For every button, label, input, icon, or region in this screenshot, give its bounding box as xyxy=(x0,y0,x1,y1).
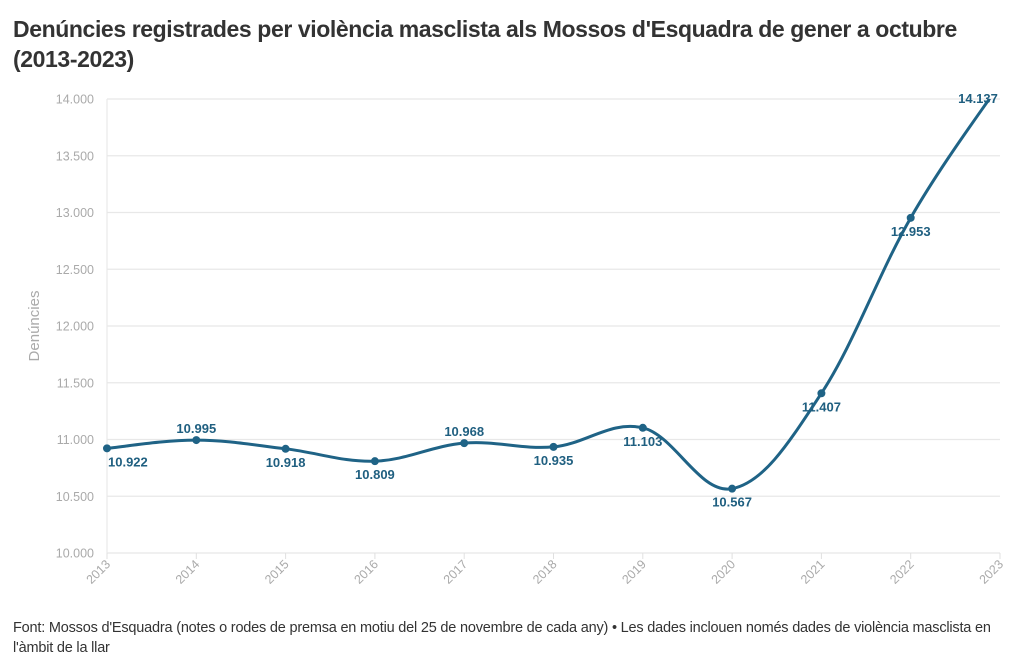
y-tick-label: 10.500 xyxy=(56,490,94,504)
data-label: 10.968 xyxy=(444,424,484,439)
data-label: 12.953 xyxy=(891,224,931,239)
data-point[interactable] xyxy=(638,423,647,432)
x-tick-label: 2018 xyxy=(530,557,560,587)
y-axis-label: Denúncies xyxy=(26,291,43,362)
x-tick-label: 2023 xyxy=(977,557,1007,587)
chart-title: Denúncies registrades per violència masc… xyxy=(13,16,957,72)
x-tick-label: 2022 xyxy=(887,557,917,587)
data-point[interactable] xyxy=(281,444,290,453)
data-label: 11.407 xyxy=(802,399,841,414)
y-tick-label: 10.000 xyxy=(56,547,94,561)
data-label: 14.137 xyxy=(958,91,998,106)
x-tick-label: 2016 xyxy=(351,557,381,587)
data-label: 10.935 xyxy=(534,453,574,468)
source-footnote: Font: Mossos d'Esquadra (notes o rodes d… xyxy=(13,620,991,656)
y-axis: 10.000 10.500 11.000 11.500 12.000 12.500 13.0… xyxy=(56,93,94,561)
y-tick-label: 14.000 xyxy=(56,93,94,107)
x-tick-label: 2017 xyxy=(441,557,471,587)
x-axis: 2013 2014 2015 2016 2017 2018 2019 2020 2021 2022… xyxy=(84,553,1007,587)
y-tick-label: 13.000 xyxy=(56,206,94,220)
data-point[interactable] xyxy=(103,444,111,453)
series-group: 10.922 10.995 10.918 10.809 10.968 10.935 11.1… xyxy=(103,91,998,510)
y-tick-label: 12.000 xyxy=(56,320,94,334)
y-tick-label: 13.500 xyxy=(56,149,94,163)
x-tick-label: 2021 xyxy=(798,557,828,587)
data-point[interactable] xyxy=(728,484,737,493)
gridlines xyxy=(106,98,1000,554)
y-tick-label: 11.500 xyxy=(57,376,94,390)
data-label: 10.567 xyxy=(712,495,752,510)
data-label: 11.103 xyxy=(623,434,662,449)
data-label: 10.809 xyxy=(355,467,395,482)
data-point[interactable] xyxy=(460,439,469,448)
data-point[interactable] xyxy=(192,436,201,445)
x-tick-label: 2014 xyxy=(173,557,203,587)
data-label: 10.922 xyxy=(108,454,148,469)
data-label: 10.918 xyxy=(266,455,306,470)
x-tick-label: 2015 xyxy=(262,557,292,587)
y-tick-label: 12.500 xyxy=(56,263,94,277)
data-point[interactable] xyxy=(549,442,558,451)
data-point[interactable] xyxy=(906,213,915,222)
x-tick-label: 2013 xyxy=(84,557,114,587)
data-point[interactable] xyxy=(817,389,826,398)
series-line xyxy=(105,99,992,491)
data-label: 10.995 xyxy=(176,421,216,436)
x-tick-label: 2019 xyxy=(619,557,649,587)
y-tick-label: 11.000 xyxy=(57,433,94,447)
data-point[interactable] xyxy=(370,457,379,466)
x-tick-label: 2020 xyxy=(709,557,739,587)
